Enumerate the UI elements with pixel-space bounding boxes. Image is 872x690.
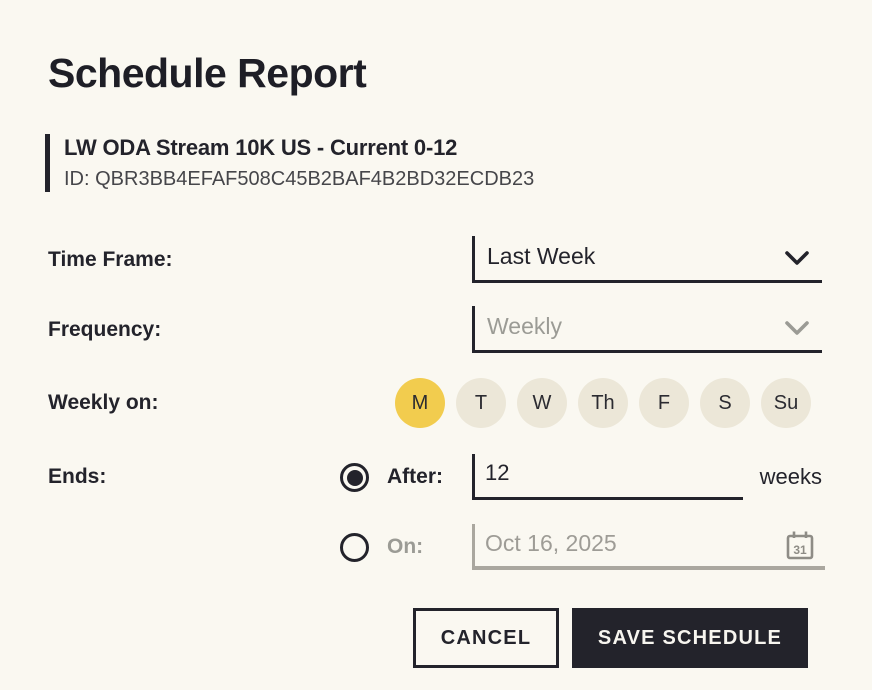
ends-after-radio[interactable]	[340, 463, 369, 492]
on-date-field: 31	[472, 524, 825, 570]
weekly-day-S[interactable]: S	[700, 378, 750, 428]
weeks-unit-label: weeks	[759, 464, 822, 489]
time-frame-label: Time Frame:	[48, 248, 173, 271]
cancel-button[interactable]: CANCEL	[413, 608, 559, 668]
page-title: Schedule Report	[48, 50, 367, 96]
weekly-day-Su[interactable]: Su	[761, 378, 811, 428]
weekly-day-T[interactable]: T	[456, 378, 506, 428]
svg-text:31: 31	[793, 543, 807, 557]
chevron-down-icon	[785, 251, 809, 265]
report-info: LW ODA Stream 10K US - Current 0-12 ID: …	[45, 134, 534, 192]
weekly-day-M[interactable]: M	[395, 378, 445, 428]
frequency-select[interactable]: Weekly	[472, 306, 822, 353]
report-id: ID: QBR3BB4EFAF508C45B2BAF4B2BD32ECDB23	[64, 168, 535, 190]
ends-after-label: After:	[387, 465, 443, 488]
after-weeks-input[interactable]	[485, 459, 733, 486]
ends-label: Ends:	[48, 465, 107, 488]
weekly-day-W[interactable]: W	[517, 378, 567, 428]
report-name: LW ODA Stream 10K US - Current 0-12	[64, 135, 458, 160]
after-weeks-field	[472, 454, 743, 500]
on-date-input[interactable]	[485, 529, 725, 557]
time-frame-select[interactable]: Last Week	[472, 236, 822, 283]
time-frame-value: Last Week	[487, 242, 596, 269]
frequency-label: Frequency:	[48, 318, 162, 341]
weekly-day-group: M T W Th F S Su	[395, 378, 811, 428]
ends-on-label: On:	[387, 535, 424, 558]
frequency-value: Weekly	[487, 312, 562, 339]
ends-on-radio[interactable]	[340, 533, 369, 562]
calendar-icon[interactable]: 31	[785, 530, 815, 561]
weekly-day-F[interactable]: F	[639, 378, 689, 428]
weekly-on-label: Weekly on:	[48, 391, 159, 414]
chevron-down-icon	[785, 321, 809, 335]
save-schedule-button[interactable]: SAVE SCHEDULE	[572, 608, 808, 668]
weekly-day-Th[interactable]: Th	[578, 378, 628, 428]
